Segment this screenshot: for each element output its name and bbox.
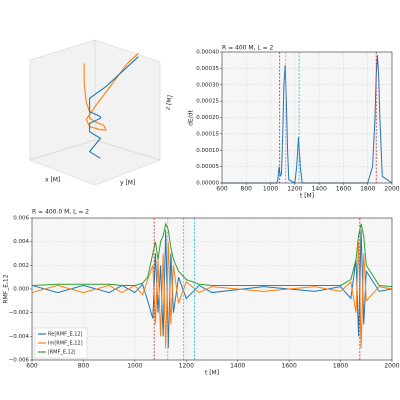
x-tick-label: 1000 [263, 186, 278, 193]
trajectory [83, 52, 139, 131]
y-tick-label: 0.00030 [196, 82, 219, 88]
series-line [31, 222, 393, 288]
y-tick-label: 0.00040 [196, 50, 219, 56]
x-tick-label: 1800 [360, 186, 375, 193]
chart-title: R = 400 M, L = 2 [222, 45, 274, 52]
y-axis-label: y [M] [120, 180, 135, 187]
y-tick-label: 0.006 [13, 216, 29, 222]
plot-frame [31, 217, 393, 361]
y-tick-label: 0.00035 [196, 66, 219, 72]
x-tick-label: 2000 [384, 363, 399, 370]
y-tick-label: 0.004 [13, 239, 29, 245]
y-tick-label: 0.00020 [196, 115, 219, 121]
plot-frame [221, 51, 393, 184]
x-tick-label: 1800 [333, 363, 348, 370]
legend-label: |RMF_E,12| [48, 350, 76, 356]
pane-floor [29, 139, 161, 186]
x-tick-label: 1600 [336, 186, 351, 193]
y-tick-label: 0.00015 [196, 131, 219, 137]
y-tick-label: −0.004 [9, 334, 30, 340]
x-tick-label: 1200 [179, 363, 194, 370]
series-line [31, 241, 393, 349]
y-tick-label: 0.000 [13, 287, 29, 293]
y-tick-label: −0.002 [9, 310, 29, 316]
x-axis-label: t [M] [205, 370, 219, 377]
x-tick-label: 800 [78, 363, 90, 370]
y-tick-label: 0.002 [13, 263, 29, 269]
chart-title: R = 400.0 M, L = 2 [32, 209, 89, 216]
y-tick-label: −0.006 [9, 358, 30, 364]
trajectory [88, 56, 139, 159]
x-tick-label: 1000 [127, 363, 142, 370]
x-tick-label: 600 [216, 186, 228, 193]
x-tick-label: 1600 [282, 363, 297, 370]
x-axis-label: x [M] [45, 177, 60, 184]
legend-label: Im[RMF_E,12] [48, 341, 83, 347]
x-tick-label: 1400 [230, 363, 245, 370]
x-tick-label: 2000 [384, 186, 399, 193]
x-tick-label: 600 [26, 363, 38, 370]
x-tick-label: 1400 [312, 186, 327, 193]
x-tick-label: 1200 [287, 186, 302, 193]
y-tick-label: 0.00010 [196, 148, 219, 154]
x-tick-label: 800 [241, 186, 253, 193]
y-tick-label: 0.00025 [196, 99, 219, 105]
z-axis-label: z [M] [165, 95, 174, 111]
y-tick-label: 0.00005 [196, 164, 219, 170]
y-tick-label: 0.00000 [196, 181, 219, 187]
x-axis-label: t [M] [300, 193, 314, 200]
series-line [31, 229, 393, 349]
legend-label: Re[RMF_E,12] [48, 332, 83, 338]
y-axis-label: RMF_E,12 [3, 274, 10, 303]
y-axis-label: dE/dt [188, 109, 195, 125]
